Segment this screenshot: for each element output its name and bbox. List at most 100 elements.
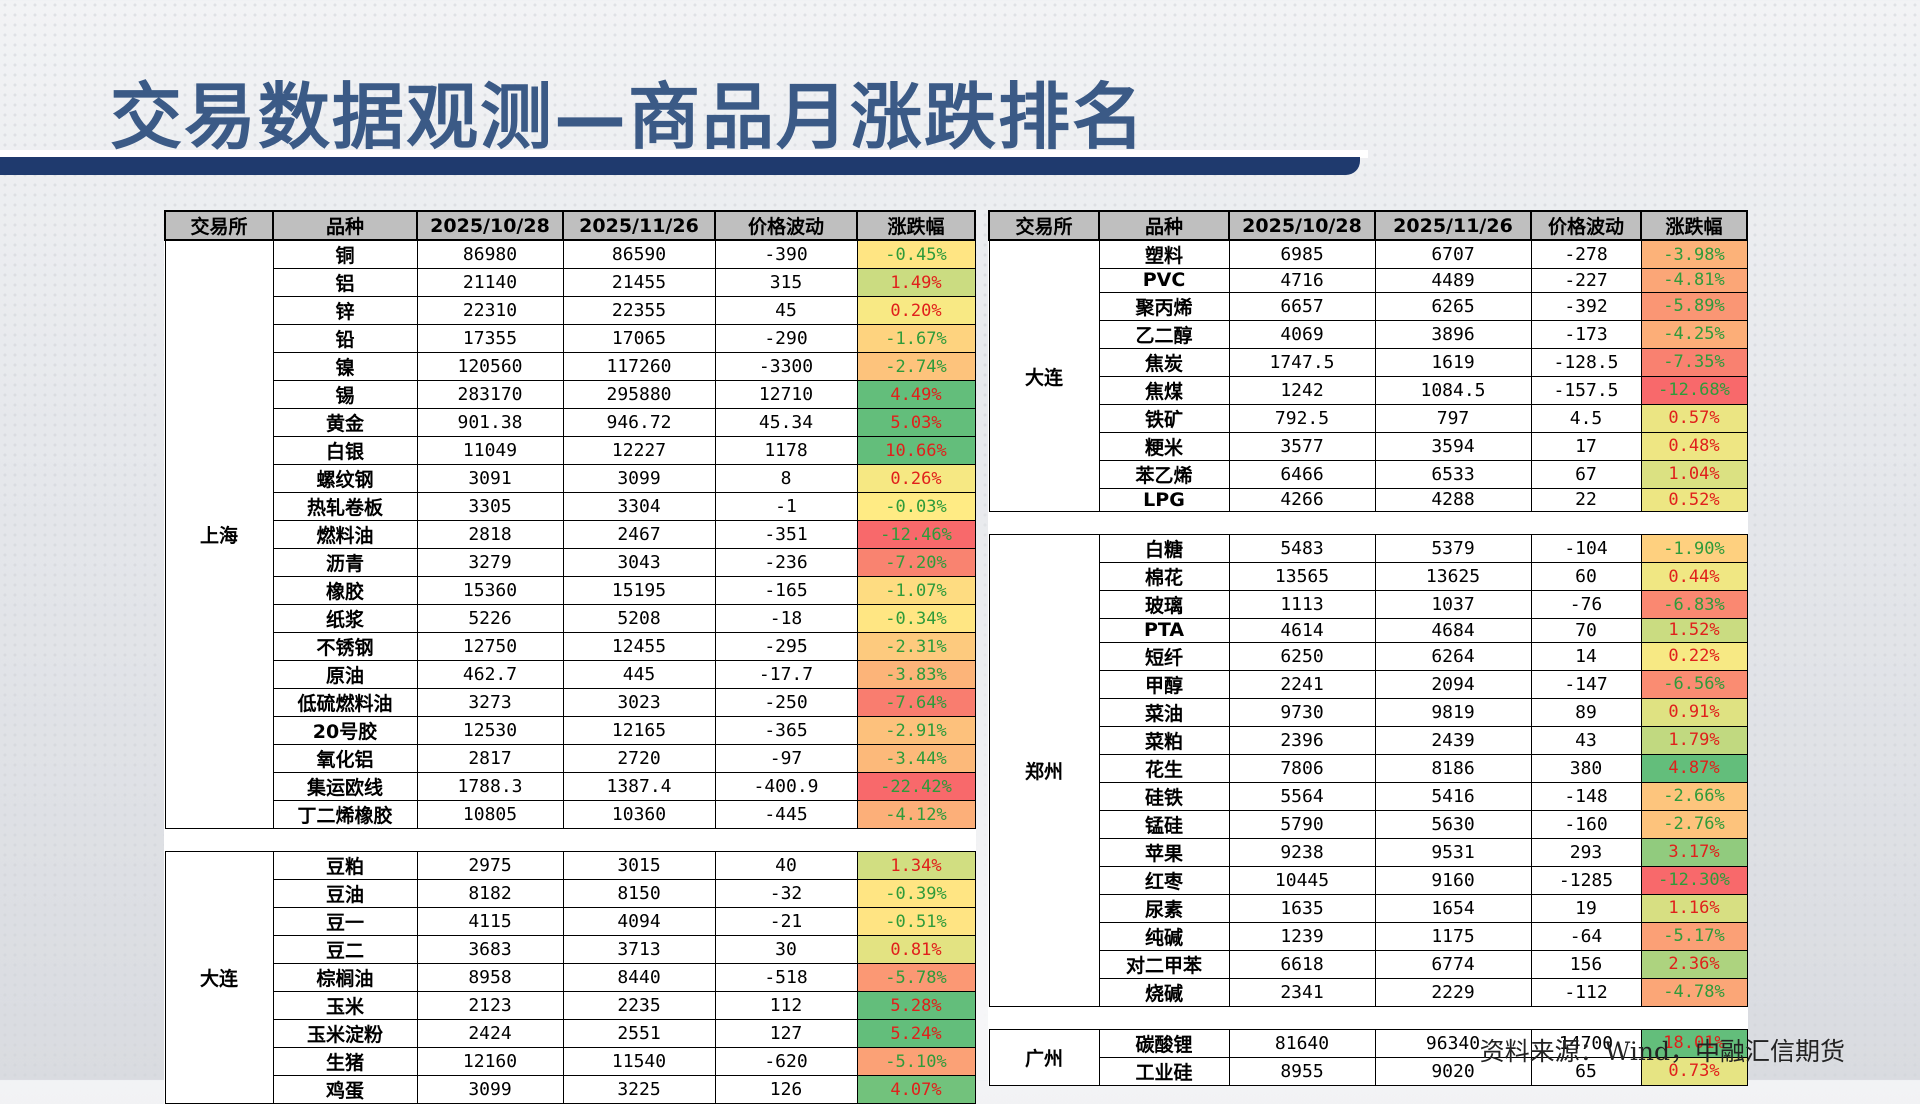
price-2025-11-26: 3099 bbox=[562, 464, 716, 493]
price-2025-10-28: 6466 bbox=[1228, 459, 1376, 489]
price-2025-11-26: 8440 bbox=[562, 963, 716, 992]
exchange-cell: 大连 bbox=[988, 239, 1100, 513]
commodity-name: 白银 bbox=[272, 436, 418, 465]
price-change: -620 bbox=[714, 1047, 858, 1076]
table-row: 白银 11049 12227 1178 10.66% bbox=[165, 436, 976, 465]
price-2025-10-28: 10805 bbox=[416, 800, 564, 829]
price-2025-10-28: 901.38 bbox=[416, 408, 564, 437]
price-2025-11-26: 9160 bbox=[1374, 865, 1532, 895]
pct-change: 5.03% bbox=[856, 408, 976, 437]
commodity-name: 锰硅 bbox=[1098, 809, 1230, 839]
pct-change: -1.07% bbox=[856, 576, 976, 605]
commodity-name: 沥青 bbox=[272, 548, 418, 577]
price-change: -445 bbox=[714, 800, 858, 829]
pct-change: -0.39% bbox=[856, 879, 976, 908]
commodity-name: 豆二 bbox=[272, 935, 418, 964]
price-change: 22 bbox=[1530, 487, 1642, 513]
commodity-name: 尿素 bbox=[1098, 893, 1230, 923]
price-2025-10-28: 792.5 bbox=[1228, 403, 1376, 433]
price-change: -97 bbox=[714, 744, 858, 773]
price-2025-11-26: 4684 bbox=[1374, 618, 1532, 643]
table-row: 焦炭 1747.5 1619 -128.5 -7.35% bbox=[989, 347, 1748, 377]
left-table-body: 上海铜 86980 86590 -390 -0.45% 铝 21140 21455 315 1.4… bbox=[164, 239, 976, 1104]
commodity-name: 菜油 bbox=[1098, 697, 1230, 727]
pct-change: -4.12% bbox=[856, 800, 976, 829]
table-row: 20号胶 12530 12165 -365 -2.91% bbox=[165, 716, 976, 745]
price-2025-11-26: 86590 bbox=[562, 239, 716, 269]
column-header: 交易所 bbox=[988, 210, 1100, 241]
commodity-name: 烧碱 bbox=[1098, 977, 1230, 1007]
pct-change: 10.66% bbox=[856, 436, 976, 465]
pct-change: 0.26% bbox=[856, 464, 976, 493]
price-change: 156 bbox=[1530, 949, 1642, 979]
pct-change: -4.78% bbox=[1640, 977, 1748, 1007]
price-2025-10-28: 462.7 bbox=[416, 660, 564, 689]
commodity-name: 乙二醇 bbox=[1098, 319, 1230, 349]
commodity-name: 铅 bbox=[272, 324, 418, 353]
price-change: 17 bbox=[1530, 431, 1642, 461]
left-table-container: 交易所 品种 2025/10/28 2025/11/26 价格波动 涨跌幅 上海铜 8698… bbox=[164, 210, 976, 1104]
price-2025-10-28: 5790 bbox=[1228, 809, 1376, 839]
commodity-name: 玻璃 bbox=[1098, 590, 1230, 620]
table-row: 花生 7806 8186 380 4.87% bbox=[989, 753, 1748, 783]
exchange-cell: 上海 bbox=[164, 239, 274, 829]
price-2025-10-28: 2975 bbox=[416, 851, 564, 880]
pct-change: -6.56% bbox=[1640, 669, 1748, 699]
price-2025-10-28: 12530 bbox=[416, 716, 564, 745]
commodity-name: 锌 bbox=[272, 296, 418, 325]
table-row: 对二甲苯 6618 6774 156 2.36% bbox=[989, 949, 1748, 979]
price-change: -147 bbox=[1530, 669, 1642, 699]
price-2025-10-28: 10445 bbox=[1228, 865, 1376, 895]
price-2025-10-28: 4069 bbox=[1228, 319, 1376, 349]
price-change: 8 bbox=[714, 464, 858, 493]
price-change: 45 bbox=[714, 296, 858, 325]
price-2025-10-28: 1239 bbox=[1228, 921, 1376, 951]
pct-change: 3.17% bbox=[1640, 837, 1748, 867]
price-change: -160 bbox=[1530, 809, 1642, 839]
price-change: 315 bbox=[714, 268, 858, 297]
price-2025-11-26: 1175 bbox=[1374, 921, 1532, 951]
price-change: -104 bbox=[1530, 534, 1642, 564]
table-row: 短纤 6250 6264 14 0.22% bbox=[989, 641, 1748, 671]
commodity-name: 氧化铝 bbox=[272, 744, 418, 773]
price-2025-11-26: 13625 bbox=[1374, 562, 1532, 592]
column-header: 2025/11/26 bbox=[1374, 210, 1532, 241]
price-2025-11-26: 1387.4 bbox=[562, 772, 716, 801]
price-change: -76 bbox=[1530, 590, 1642, 620]
commodity-name: 铁矿 bbox=[1098, 403, 1230, 433]
price-change: -148 bbox=[1530, 781, 1642, 811]
table-row: 聚丙烯 6657 6265 -392 -5.89% bbox=[989, 291, 1748, 321]
separator-cell bbox=[165, 828, 975, 852]
price-2025-10-28: 6250 bbox=[1228, 641, 1376, 671]
commodity-name: 焦煤 bbox=[1098, 375, 1230, 405]
price-2025-11-26: 1037 bbox=[1374, 590, 1532, 620]
table-row: 豆油 8182 8150 -32 -0.39% bbox=[165, 879, 976, 908]
price-2025-10-28: 8955 bbox=[1228, 1056, 1376, 1086]
price-2025-11-26: 2235 bbox=[562, 991, 716, 1020]
table-row: 郑州 白糖 5483 5379 -104 -1.90% bbox=[988, 534, 1748, 1007]
price-2025-10-28: 2241 bbox=[1228, 669, 1376, 699]
commodity-name: 燃料油 bbox=[272, 520, 418, 549]
price-2025-10-28: 5564 bbox=[1228, 781, 1376, 811]
price-change: -165 bbox=[714, 576, 858, 605]
title-banner-highlight bbox=[0, 150, 1368, 158]
price-2025-11-26: 117260 bbox=[562, 352, 716, 381]
price-2025-11-26: 5379 bbox=[1374, 534, 1532, 564]
table-row: 乙二醇 4069 3896 -173 -4.25% bbox=[989, 319, 1748, 349]
right-header-row: 交易所 品种 2025/10/28 2025/11/26 价格波动 涨跌幅 bbox=[988, 210, 1748, 241]
table-row: 橡胶 15360 15195 -165 -1.07% bbox=[165, 576, 976, 605]
commodity-name: 豆油 bbox=[272, 879, 418, 908]
pct-change: 0.81% bbox=[856, 935, 976, 964]
commodity-name: 橡胶 bbox=[272, 576, 418, 605]
table-row: 苯乙烯 6466 6533 67 1.04% bbox=[989, 459, 1748, 489]
price-2025-11-26: 2229 bbox=[1374, 977, 1532, 1007]
page-title: 交易数据观测—商品月涨跌排名 bbox=[110, 75, 1147, 159]
pct-change: 0.52% bbox=[1640, 487, 1748, 513]
price-2025-11-26: 6533 bbox=[1374, 459, 1532, 489]
price-2025-11-26: 6774 bbox=[1374, 949, 1532, 979]
price-2025-11-26: 22355 bbox=[562, 296, 716, 325]
left-price-table: 交易所 品种 2025/10/28 2025/11/26 价格波动 涨跌幅 上海铜 8698… bbox=[164, 210, 976, 1104]
table-row: 尿素 1635 1654 19 1.16% bbox=[989, 893, 1748, 923]
table-row: 黄金 901.38 946.72 45.34 5.03% bbox=[165, 408, 976, 437]
commodity-name: 焦炭 bbox=[1098, 347, 1230, 377]
